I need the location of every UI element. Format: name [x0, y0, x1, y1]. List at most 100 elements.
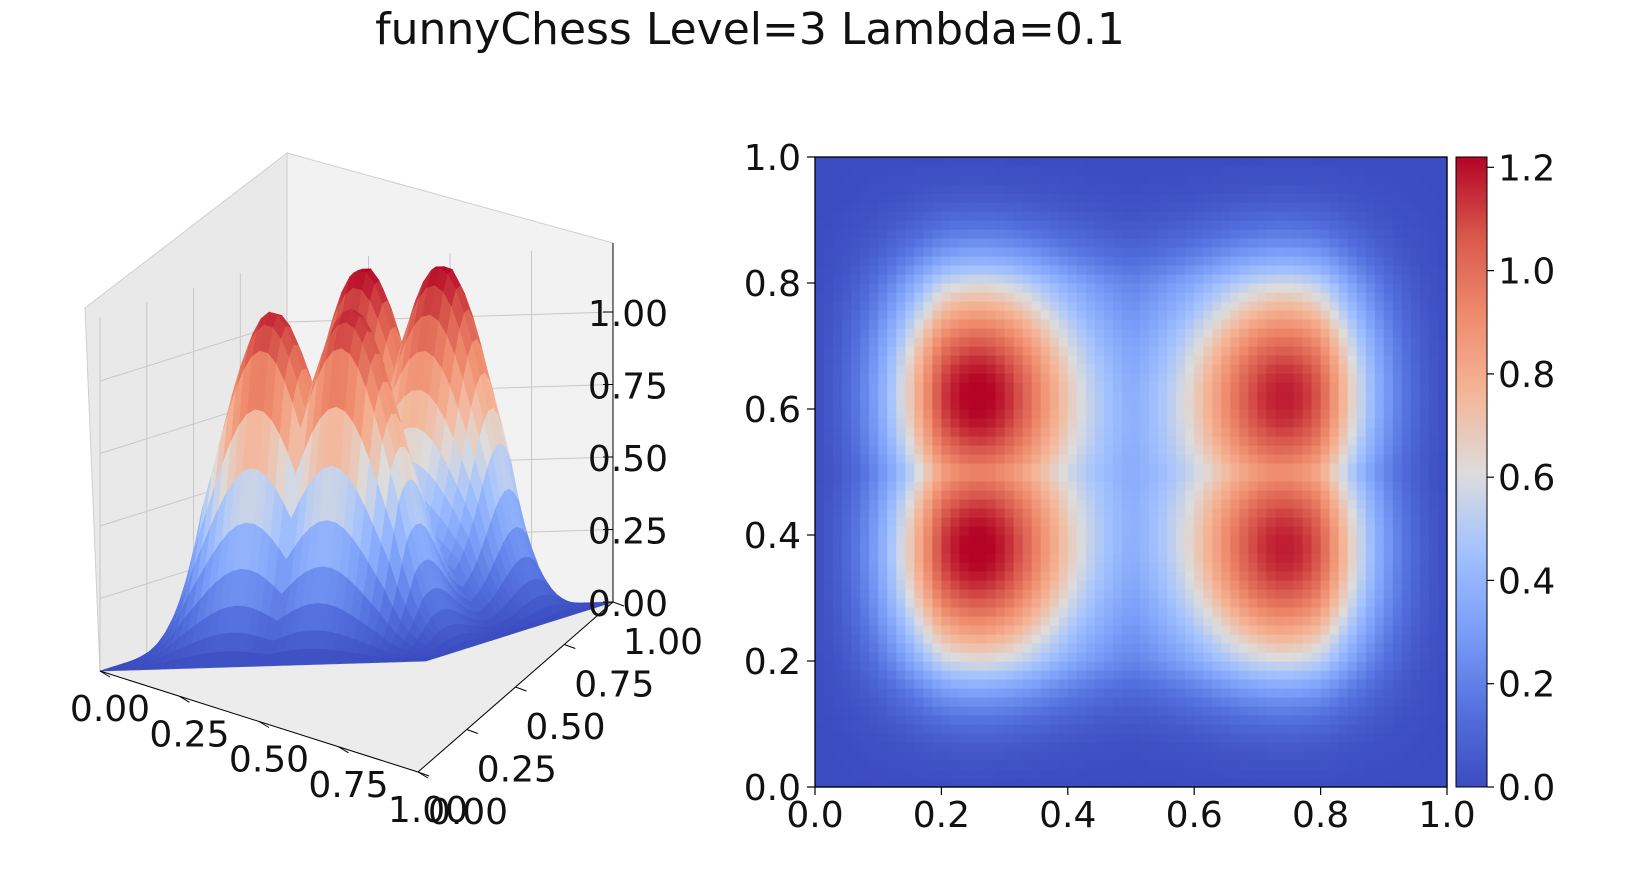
heatmap-cell: [1067, 526, 1078, 536]
heatmap-cell: [1058, 706, 1069, 716]
heatmap-cell: [860, 355, 870, 365]
heatmap-cell: [1094, 742, 1105, 752]
heatmap-cell: [923, 661, 933, 671]
heatmap-cell: [1248, 598, 1258, 608]
heatmap-cell: [1410, 463, 1421, 473]
heatmap-cell: [1410, 454, 1421, 464]
heatmap-cell: [851, 751, 861, 761]
heatmap-cell: [1031, 778, 1042, 788]
heatmap-cell: [1221, 373, 1231, 383]
heatmap-cell: [1293, 751, 1304, 761]
heatmap-cell: [986, 625, 997, 635]
heatmap-cell: [1383, 481, 1394, 491]
heatmap-cell: [1392, 607, 1403, 617]
heatmap-cell: [1013, 490, 1024, 500]
heatmap-cell: [1437, 643, 1448, 653]
heatmap-cell: [1013, 742, 1024, 752]
heatmap-cell: [1049, 553, 1060, 563]
heatmap-cell: [905, 580, 915, 590]
heatmap-cell: [1004, 616, 1015, 626]
heatmap-cell: [815, 634, 825, 644]
heatmap-cell: [1112, 418, 1123, 428]
heatmap-cell: [1040, 481, 1051, 491]
heatmap-cell: [1121, 760, 1132, 770]
heatmap-cell: [815, 733, 825, 743]
heatmap-cell: [941, 571, 952, 581]
heatmap-cell: [986, 697, 997, 707]
heatmap-cell: [869, 742, 879, 752]
heatmap-cell: [887, 760, 897, 770]
heatmap-cell: [1194, 769, 1204, 779]
heatmap-cell: [1329, 427, 1340, 437]
heatmap-cell: [896, 643, 906, 653]
heatmap-cell: [1076, 409, 1087, 419]
heatmap-cell: [1239, 409, 1249, 419]
heatmap-cell: [950, 517, 961, 527]
heatmap-cell: [1013, 436, 1024, 446]
heatmap-cell: [1248, 634, 1258, 644]
heatmap-cell: [977, 634, 988, 644]
heatmap-cell: [1013, 508, 1024, 518]
heatmap-cell: [1365, 373, 1376, 383]
heatmap-cell: [1257, 382, 1268, 392]
heatmap-cell: [896, 508, 906, 518]
heatmap-cell: [1365, 382, 1376, 392]
heatmap-cell: [824, 436, 834, 446]
heatmap-cell: [869, 778, 879, 788]
heatmap-cell: [1140, 742, 1150, 752]
heatmap-cell: [1112, 589, 1123, 599]
heatmap-cell: [1374, 580, 1385, 590]
heatmap-cell: [986, 643, 997, 653]
heatmap-cell: [1248, 418, 1258, 428]
heatmap-cell: [887, 535, 897, 545]
heatmap-cell: [923, 715, 933, 725]
heatmap-cell: [1293, 580, 1304, 590]
heatmap-cell: [1257, 472, 1268, 482]
heatmap-cell: [1356, 481, 1367, 491]
heatmap-cell: [1230, 373, 1240, 383]
heatmap-cell: [1365, 409, 1376, 419]
heatmap-cell: [842, 733, 852, 743]
heatmap-cell: [842, 715, 852, 725]
heatmap-cell: [1040, 490, 1051, 500]
heatmap-cell: [1004, 508, 1015, 518]
heatmap-cell: [1401, 715, 1412, 725]
heatmap-cell: [1158, 364, 1168, 374]
heatmap-cell: [1410, 436, 1421, 446]
heatmap-cell: [1058, 598, 1069, 608]
heatmap-cell: [1176, 643, 1186, 653]
heatmap-cell: [1140, 544, 1150, 554]
heatmap-cell: [1049, 481, 1060, 491]
heatmap-cell: [842, 499, 852, 509]
heatmap-cell: [869, 373, 879, 383]
heatmap-cell: [1203, 706, 1213, 716]
heatmap-cell: [1428, 625, 1439, 635]
heatmap-cell: [1392, 679, 1403, 689]
heatmap-cell: [1022, 652, 1033, 662]
heatmap-cell: [977, 463, 988, 473]
heatmap-cell: [1185, 724, 1195, 734]
heatmap-cell: [986, 724, 997, 734]
heatmap-cell: [833, 418, 843, 428]
heatmap-cell: [1067, 508, 1078, 518]
heatmap-cell: [1428, 607, 1439, 617]
heatmap-cell: [1022, 751, 1033, 761]
heatmap-cell: [1158, 697, 1168, 707]
heatmap-cell: [1076, 445, 1087, 455]
heatmap-cell: [1131, 652, 1141, 662]
heatmap-cell: [1049, 382, 1060, 392]
heatmap-cell: [824, 463, 834, 473]
heatmap-cell: [1410, 661, 1421, 671]
heatmap-cell: [1031, 751, 1042, 761]
heatmap-cell: [1437, 742, 1448, 752]
heatmap-cell: [1031, 553, 1042, 563]
heatmap-cell: [1040, 445, 1051, 455]
heatmap-cell: [1437, 652, 1448, 662]
heatmap-cell: [941, 679, 952, 689]
heatmap-cell: [1121, 508, 1132, 518]
heatmap-cell: [1049, 589, 1060, 599]
heatmap-cell: [986, 355, 997, 365]
heatmap-cell: [914, 607, 924, 617]
heatmap-cell: [1185, 373, 1195, 383]
heatmap-cell: [1112, 598, 1123, 608]
